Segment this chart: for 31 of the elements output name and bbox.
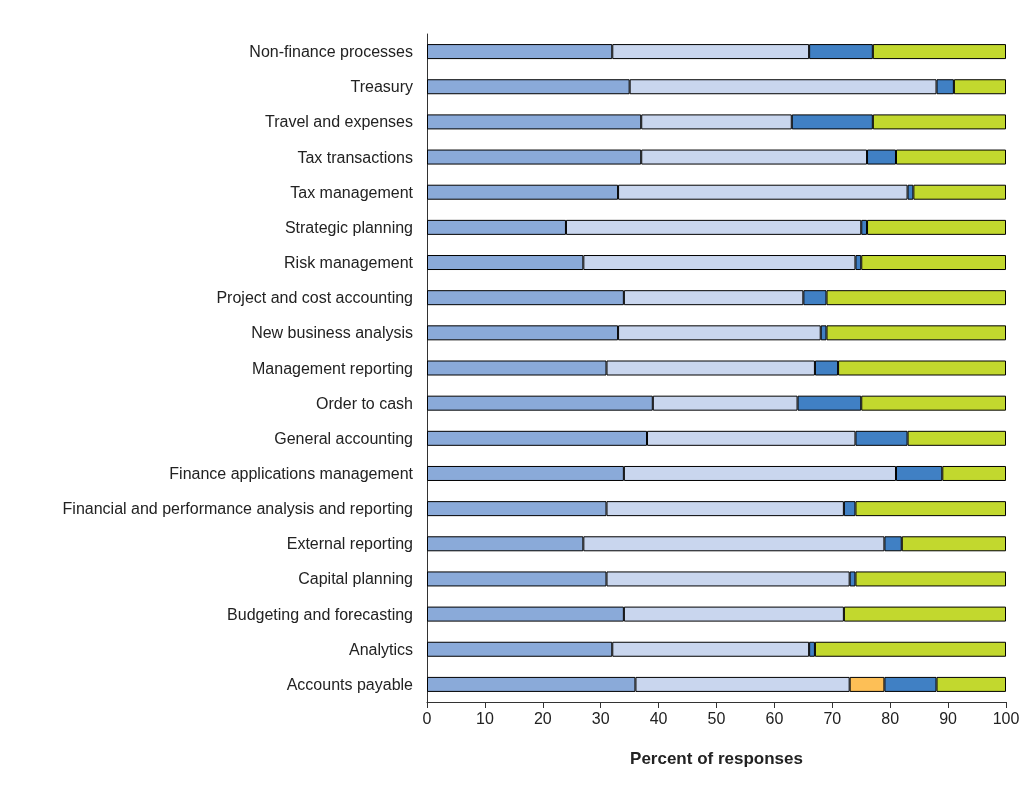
y-tick-label: Project and cost accounting bbox=[216, 289, 413, 307]
y-tick-label: Tax transactions bbox=[297, 148, 413, 166]
y-tick-label: Strategic planning bbox=[284, 218, 413, 236]
y-tick-label: Management reporting bbox=[252, 359, 413, 377]
y-tick-label: New business analysis bbox=[251, 324, 413, 342]
x-tick-label: 40 bbox=[649, 709, 668, 727]
y-tick-label: Accounts payable bbox=[286, 675, 414, 693]
y-tick-label: External reporting bbox=[286, 535, 413, 553]
y-tick-label: Treasury bbox=[350, 78, 413, 96]
y-tick-label: Budgeting and forecasting bbox=[227, 605, 413, 623]
y-tick-label: Travel and expenses bbox=[265, 113, 413, 131]
y-tick-label: Tax management bbox=[290, 183, 414, 201]
x-tick-label: 100 bbox=[992, 709, 1020, 727]
x-tick-label: 30 bbox=[591, 709, 610, 727]
x-tick-label: 60 bbox=[765, 709, 784, 727]
y-tick-label: Capital planning bbox=[298, 570, 413, 588]
y-tick-label: General accounting bbox=[274, 429, 413, 447]
y-tick-label: Finance applications management bbox=[169, 464, 414, 482]
x-tick-label: 80 bbox=[881, 709, 900, 727]
x-axis-title: Percent of responses bbox=[630, 749, 803, 768]
x-tick-label: 90 bbox=[939, 709, 958, 727]
x-tick-label: 0 bbox=[422, 709, 432, 727]
x-tick-label: 70 bbox=[823, 709, 842, 727]
x-tick-label: 20 bbox=[533, 709, 552, 727]
y-tick-label: Risk management bbox=[284, 254, 414, 272]
y-tick-label: Order to cash bbox=[316, 394, 413, 412]
y-tick-label: Analytics bbox=[348, 640, 413, 658]
x-tick-label: 10 bbox=[476, 709, 494, 727]
x-tick-label: 50 bbox=[707, 709, 726, 727]
y-tick-label: Non-finance processes bbox=[249, 43, 413, 61]
y-tick-label: Financial and performance analysis and reporting bbox=[62, 500, 413, 518]
